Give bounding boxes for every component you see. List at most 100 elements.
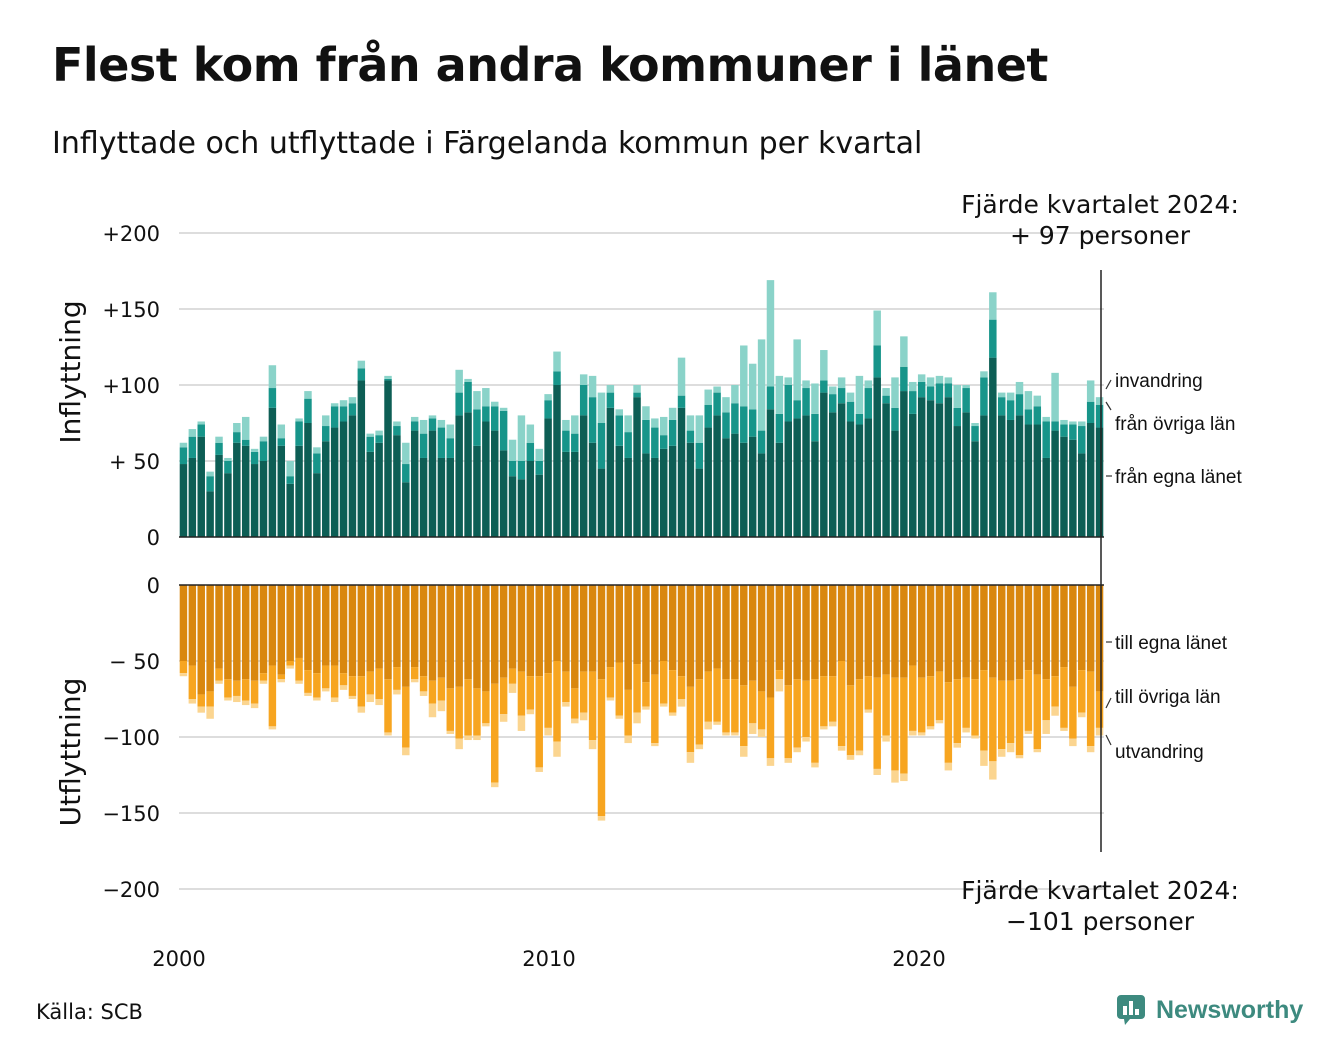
label-leader — [1105, 734, 1112, 746]
bar-out-segment — [410, 679, 419, 683]
bar-in-segment — [508, 439, 517, 461]
bar-in-segment — [757, 339, 766, 431]
bar-in-segment — [695, 415, 704, 443]
bar-in-segment — [962, 412, 970, 537]
bar-in-segment — [917, 374, 926, 382]
bar-in-segment — [455, 415, 463, 537]
bar-in-segment — [428, 415, 437, 419]
bar-in-segment — [473, 409, 481, 446]
bar-out-segment — [1024, 730, 1033, 734]
bar-out-segment — [828, 585, 837, 677]
bar-out-segment — [633, 585, 641, 665]
bar-out-segment — [1015, 679, 1024, 756]
brand-logo[interactable]: Newsworthy — [1116, 994, 1303, 1026]
bar-out-segment — [268, 665, 277, 727]
bar-out-segment — [259, 673, 268, 681]
bar-out-segment — [980, 670, 988, 751]
bar-in-segment — [677, 357, 686, 396]
bar-out-segment — [784, 585, 792, 686]
bar-out-segment — [1069, 686, 1077, 739]
bar-out-segment — [446, 688, 455, 731]
bar-in-segment — [375, 435, 383, 443]
chart-subtitle: Inflyttade och utflyttade i Färgelanda k… — [52, 126, 923, 161]
bar-out-segment — [393, 667, 401, 690]
bar-out-segment — [837, 585, 846, 661]
bar-out-segment — [437, 585, 446, 678]
bar-in-segment — [980, 377, 988, 416]
chart-title: Flest kom från andra kommuner i länet — [52, 38, 1048, 92]
bar-out-segment — [891, 585, 899, 678]
bar-out-segment — [944, 682, 953, 763]
bar-out-segment — [322, 688, 330, 692]
bar-out-segment — [526, 585, 535, 677]
bar-out-segment — [677, 699, 686, 707]
y-tick-label: +200 — [102, 222, 160, 246]
bar-in-segment — [1069, 424, 1077, 440]
bar-in-segment — [437, 419, 446, 428]
bar-out-segment — [642, 682, 650, 707]
bar-in-segment — [206, 476, 214, 492]
bar-in-segment — [1015, 381, 1024, 395]
bar-out-segment — [935, 720, 944, 724]
bar-in-segment — [811, 383, 819, 414]
bar-in-segment — [615, 409, 623, 416]
bar-in-segment — [188, 429, 197, 437]
bar-in-segment — [1024, 424, 1033, 537]
bar-in-segment — [980, 371, 988, 378]
bar-in-segment — [588, 397, 597, 443]
series-label: invandring — [1115, 371, 1203, 392]
bar-in-segment — [722, 412, 730, 439]
bar-in-segment — [668, 407, 677, 420]
bar-in-segment — [900, 336, 908, 367]
bar-in-segment — [437, 457, 446, 537]
bar-in-segment — [241, 439, 250, 446]
bar-in-segment — [997, 397, 1006, 416]
bar-in-segment — [508, 476, 517, 537]
bar-out-segment — [642, 706, 650, 710]
bar-out-segment — [259, 585, 268, 674]
bar-out-segment — [1060, 667, 1068, 728]
y-tick-label: 0 — [147, 574, 160, 598]
bar-out-segment — [428, 585, 437, 681]
bar-out-segment — [402, 686, 410, 748]
brand-name: Newsworthy — [1156, 995, 1304, 1024]
bar-in-segment — [330, 406, 339, 428]
bar-out-segment — [446, 585, 455, 689]
bar-out-segment — [900, 773, 908, 782]
bar-in-segment — [224, 457, 232, 461]
bar-in-segment — [828, 386, 837, 395]
bar-in-segment — [597, 468, 606, 537]
bar-out-segment — [188, 665, 197, 699]
bar-out-segment — [526, 709, 535, 715]
bar-in-segment — [366, 433, 374, 437]
bar-in-segment — [313, 473, 321, 537]
bar-in-segment — [722, 438, 730, 537]
bar-out-segment — [1086, 746, 1095, 753]
bar-in-segment — [597, 423, 606, 469]
bar-in-segment — [393, 435, 401, 537]
bar-in-segment — [873, 310, 881, 346]
bar-out-segment — [455, 686, 463, 739]
y-tick-label: −200 — [102, 878, 160, 902]
bar-in-segment — [410, 430, 419, 537]
bar-in-segment — [891, 407, 899, 431]
bar-in-segment — [1015, 415, 1024, 537]
bar-out-segment — [855, 750, 864, 756]
bar-in-segment — [588, 442, 597, 537]
bar-out-segment — [1033, 674, 1042, 750]
bar-out-segment — [633, 712, 641, 724]
bar-in-segment — [1006, 419, 1015, 537]
bar-out-segment — [250, 585, 259, 681]
bar-out-segment — [419, 676, 428, 692]
bar-out-segment — [322, 665, 330, 689]
bar-out-segment — [588, 740, 597, 750]
bar-in-segment — [562, 419, 570, 431]
bar-in-segment — [482, 421, 490, 537]
bar-out-segment — [375, 668, 383, 699]
bar-in-segment — [517, 479, 526, 537]
bar-in-segment — [846, 401, 855, 422]
bar-out-segment — [286, 585, 294, 661]
bar-in-segment — [322, 415, 330, 427]
bar-out-segment — [277, 674, 286, 680]
bar-out-segment — [624, 689, 632, 736]
